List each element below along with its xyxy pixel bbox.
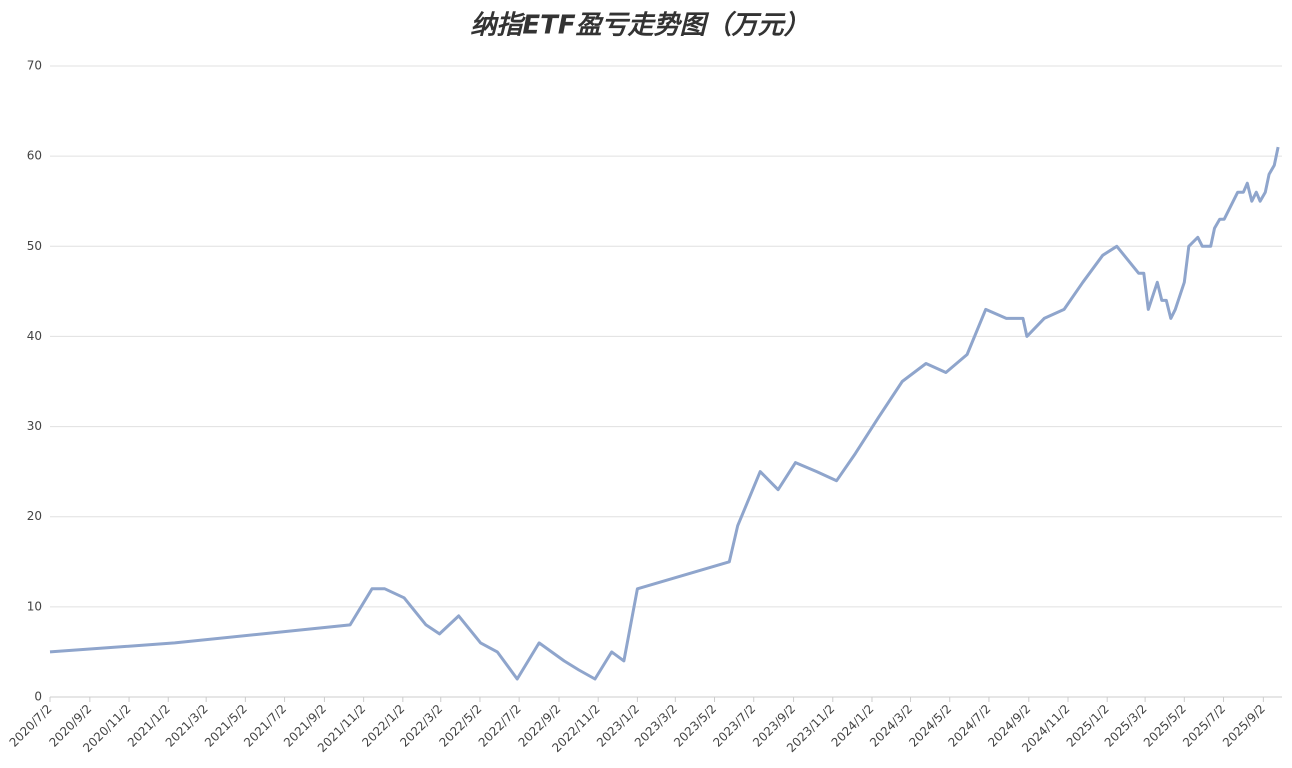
y-tick-label: 20	[27, 509, 42, 523]
y-tick-label: 60	[27, 149, 42, 163]
x-tick-label: 2025/9/2	[1220, 702, 1268, 750]
y-tick-label: 0	[34, 690, 42, 704]
y-tick-label: 70	[27, 59, 42, 73]
line-series	[49, 146, 1280, 681]
y-tick-label: 30	[27, 419, 42, 433]
x-tick-label: 2025/7/2	[1180, 702, 1228, 750]
x-tick-label: 2021/7/2	[241, 702, 289, 750]
x-tick-label: 2022/7/2	[476, 702, 524, 750]
y-tick-label: 10	[27, 599, 42, 613]
y-tick-label: 40	[27, 329, 42, 343]
x-tick-label: 2023/7/2	[710, 702, 758, 750]
chart-title: 纳指ETF盈亏走势图（万元）	[470, 11, 809, 41]
x-tick-label: 2024/7/2	[946, 702, 994, 750]
y-tick-label: 50	[27, 239, 42, 253]
x-tick-label: 2020/7/2	[7, 702, 55, 750]
